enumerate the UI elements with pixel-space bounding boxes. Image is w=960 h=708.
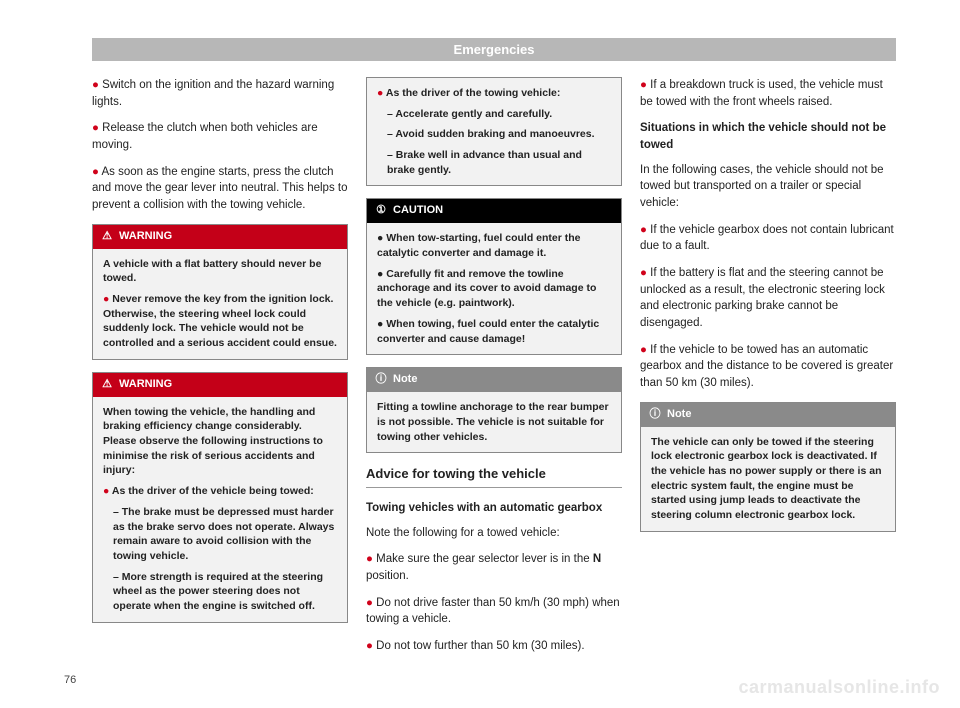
bullet: ● If a breakdown truck is used, the vehi… — [640, 77, 896, 110]
bullet-text: If the vehicle to be towed has an automa… — [640, 344, 893, 389]
warning-box-2-cont: ● As the driver of the towing vehicle: –… — [366, 77, 622, 186]
header-title: Emergencies — [454, 42, 535, 57]
warning-label: WARNING — [119, 377, 172, 393]
caution-label: CAUTION — [393, 203, 443, 219]
bullet: ● If the battery is flat and the steerin… — [640, 265, 896, 332]
caution-body: ● When tow-starting, fuel could enter th… — [367, 223, 621, 354]
caution-text: ● Carefully fit and remove the towline a… — [377, 267, 611, 311]
note-header: ⓘ Note — [367, 368, 621, 392]
bullet: ● As soon as the engine starts, press th… — [92, 164, 348, 214]
note-text: Fitting a towline anchorage to the rear … — [377, 400, 611, 444]
warning-text: ● Never remove the key from the ignition… — [103, 292, 337, 351]
note-label: Note — [667, 407, 691, 423]
page-number: 76 — [64, 674, 76, 686]
watermark: carmanualsonline.info — [738, 677, 940, 698]
bullet-text: Do not tow further than 50 km (30 miles)… — [376, 640, 584, 652]
warning-box-2: ⚠ WARNING When towing the vehicle, the h… — [92, 372, 348, 623]
warning-subitem: – The brake must be depressed must harde… — [103, 505, 337, 564]
bullet: ● If the vehicle gearbox does not contai… — [640, 222, 896, 255]
bullet-text: Release the clutch when both vehicles ar… — [92, 122, 318, 151]
note-label: Note — [393, 372, 417, 388]
page-header: Emergencies — [92, 38, 896, 61]
bullet-text: Switch on the ignition and the hazard wa… — [92, 79, 334, 108]
note-box-2: ⓘ Note The vehicle can only be towed if … — [640, 402, 896, 532]
column-3: ● If a breakdown truck is used, the vehi… — [640, 77, 896, 665]
warning-body: When towing the vehicle, the handling an… — [93, 397, 347, 622]
bullet: ● Switch on the ignition and the hazard … — [92, 77, 348, 110]
section-title: Advice for towing the vehicle — [366, 465, 622, 488]
warning-body: ● As the driver of the towing vehicle: –… — [367, 78, 621, 185]
bullet-text: If the battery is flat and the steering … — [640, 267, 885, 329]
caution-header: ① CAUTION — [367, 199, 621, 223]
subhead: Situations in which the vehicle should n… — [640, 120, 896, 153]
bullet: ● Do not drive faster than 50 km/h (30 m… — [366, 595, 622, 628]
note-header: ⓘ Note — [641, 403, 895, 427]
caution-text: ● When towing, fuel could enter the cata… — [377, 317, 611, 346]
warning-label: WARNING — [119, 229, 172, 245]
warning-text: A vehicle with a flat battery should nev… — [103, 257, 337, 286]
warning-subitem: – More strength is required at the steer… — [103, 570, 337, 614]
warning-body: A vehicle with a flat battery should nev… — [93, 249, 347, 359]
info-icon: ⓘ — [649, 407, 661, 423]
info-icon: ⓘ — [375, 372, 387, 388]
warning-header: ⚠ WARNING — [93, 225, 347, 249]
note-box: ⓘ Note Fitting a towline anchorage to th… — [366, 367, 622, 453]
warning-header: ⚠ WARNING — [93, 373, 347, 397]
warning-subitem: – Accelerate gently and carefully. — [377, 107, 611, 122]
bullet-text: As soon as the engine starts, press the … — [92, 166, 348, 211]
bullet-text: Do not drive faster than 50 km/h (30 mph… — [366, 597, 620, 626]
bullet-text: If the vehicle gearbox does not contain … — [640, 224, 894, 253]
warning-text: When towing the vehicle, the handling an… — [103, 405, 337, 478]
bullet: ● Release the clutch when both vehicles … — [92, 120, 348, 153]
columns: ● Switch on the ignition and the hazard … — [92, 77, 896, 665]
warning-subitem: – Avoid sudden braking and manoeuvres. — [377, 127, 611, 142]
warning-icon: ⚠ — [101, 377, 113, 393]
bullet: ● If the vehicle to be towed has an auto… — [640, 342, 896, 392]
warning-subitem: – Brake well in advance than usual and b… — [377, 148, 611, 177]
bullet: ● Make sure the gear selector lever is i… — [366, 551, 622, 584]
warning-box-1: ⚠ WARNING A vehicle with a flat battery … — [92, 224, 348, 360]
warning-text: ● As the driver of the vehicle being tow… — [103, 484, 337, 499]
manual-page: Emergencies ● Switch on the ignition and… — [0, 0, 960, 708]
lead-text: Note the following for a towed vehicle: — [366, 525, 622, 542]
note-text: The vehicle can only be towed if the ste… — [651, 435, 885, 523]
note-body: Fitting a towline anchorage to the rear … — [367, 392, 621, 452]
caution-text: ● When tow-starting, fuel could enter th… — [377, 231, 611, 260]
bullet-text: If a breakdown truck is used, the vehicl… — [640, 79, 883, 108]
warning-icon: ⚠ — [101, 229, 113, 245]
subhead: Towing vehicles with an automatic gearbo… — [366, 500, 622, 517]
caution-box: ① CAUTION ● When tow-starting, fuel coul… — [366, 198, 622, 355]
lead-text: In the following cases, the vehicle shou… — [640, 162, 896, 212]
bullet: ● Do not tow further than 50 km (30 mile… — [366, 638, 622, 655]
warning-text: ● As the driver of the towing vehicle: — [377, 86, 611, 101]
note-body: The vehicle can only be towed if the ste… — [641, 427, 895, 531]
caution-icon: ① — [375, 203, 387, 219]
column-1: ● Switch on the ignition and the hazard … — [92, 77, 348, 665]
column-2: ● As the driver of the towing vehicle: –… — [366, 77, 622, 665]
